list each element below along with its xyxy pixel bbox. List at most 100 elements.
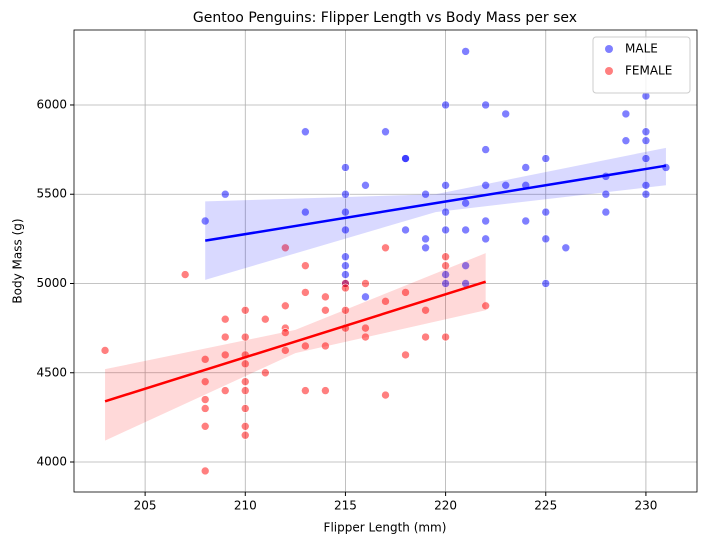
point (220, 386, 230, 395)
point (321, 292, 330, 302)
point (281, 328, 290, 337)
x-tick-label: 230 (634, 499, 657, 513)
point (200, 216, 210, 226)
point (561, 243, 571, 253)
point (180, 270, 190, 279)
point (461, 261, 470, 270)
point (441, 270, 450, 279)
point (220, 332, 230, 342)
x-axis-label: Flipper Length (mm) (324, 521, 447, 535)
point (240, 377, 250, 386)
point (541, 279, 551, 288)
y-tick-label: 4500 (36, 365, 67, 379)
point (240, 404, 250, 413)
point (240, 332, 250, 342)
point (361, 279, 370, 288)
chart-title: Gentoo Penguins: Flipper Length vs Body … (193, 10, 577, 26)
point (261, 368, 270, 378)
point (421, 243, 430, 253)
point (240, 305, 250, 315)
point (401, 288, 410, 297)
point (401, 350, 410, 360)
point (641, 181, 651, 190)
x-tick-label: 225 (534, 499, 557, 513)
plot-frame (73, 29, 698, 493)
point (200, 395, 210, 404)
y-tick-label: 5500 (36, 187, 67, 201)
point (200, 422, 210, 431)
point (641, 127, 651, 137)
point (281, 243, 290, 253)
confidence-band (205, 147, 666, 280)
point (381, 390, 390, 400)
point (481, 301, 490, 311)
point (301, 341, 310, 351)
point (481, 216, 490, 226)
point (341, 163, 350, 172)
point (401, 225, 410, 235)
x-tick-label: 220 (434, 499, 457, 513)
point (361, 292, 370, 302)
point (261, 314, 270, 324)
point (200, 404, 210, 413)
point (621, 109, 631, 119)
x-tick-label: 215 (334, 499, 357, 513)
point (361, 332, 370, 342)
point (441, 207, 450, 217)
point (361, 323, 370, 333)
legend-label: MALE (625, 42, 658, 56)
y-tick-label: 4000 (36, 455, 67, 469)
point (461, 47, 470, 56)
point (441, 261, 450, 270)
legend-marker (605, 67, 613, 75)
point (541, 207, 551, 217)
point (441, 252, 450, 262)
point (481, 145, 490, 154)
point (481, 100, 490, 110)
point (421, 189, 430, 199)
point (501, 109, 510, 119)
point (381, 297, 390, 306)
y-tick-label: 6000 (36, 97, 67, 111)
point (421, 234, 430, 244)
point (601, 189, 611, 199)
point (381, 127, 390, 137)
legend-marker (605, 45, 613, 53)
point (341, 252, 350, 262)
point (220, 350, 230, 360)
regression-line (205, 164, 667, 242)
point (541, 234, 551, 244)
point (441, 225, 450, 235)
confidence-band (105, 253, 486, 441)
point (521, 216, 531, 226)
point (220, 189, 230, 199)
point (341, 207, 350, 217)
point (521, 163, 531, 172)
point (441, 100, 450, 110)
point (641, 136, 651, 145)
point (641, 154, 651, 163)
point (441, 181, 450, 190)
point (541, 154, 551, 163)
point (621, 136, 631, 145)
point (361, 181, 370, 190)
point (301, 261, 310, 270)
point (281, 346, 290, 355)
point (341, 270, 350, 279)
point (601, 207, 611, 217)
point (321, 305, 330, 315)
legend-box (592, 36, 691, 94)
point (421, 305, 430, 315)
point (381, 243, 390, 253)
point (240, 422, 250, 431)
point (441, 332, 450, 342)
point (301, 207, 310, 217)
point (321, 341, 330, 351)
point (240, 430, 250, 440)
x-tick-label: 210 (234, 499, 257, 513)
point (341, 189, 350, 199)
point (501, 181, 510, 190)
x-tick-label: 205 (134, 499, 157, 513)
point (301, 386, 310, 395)
